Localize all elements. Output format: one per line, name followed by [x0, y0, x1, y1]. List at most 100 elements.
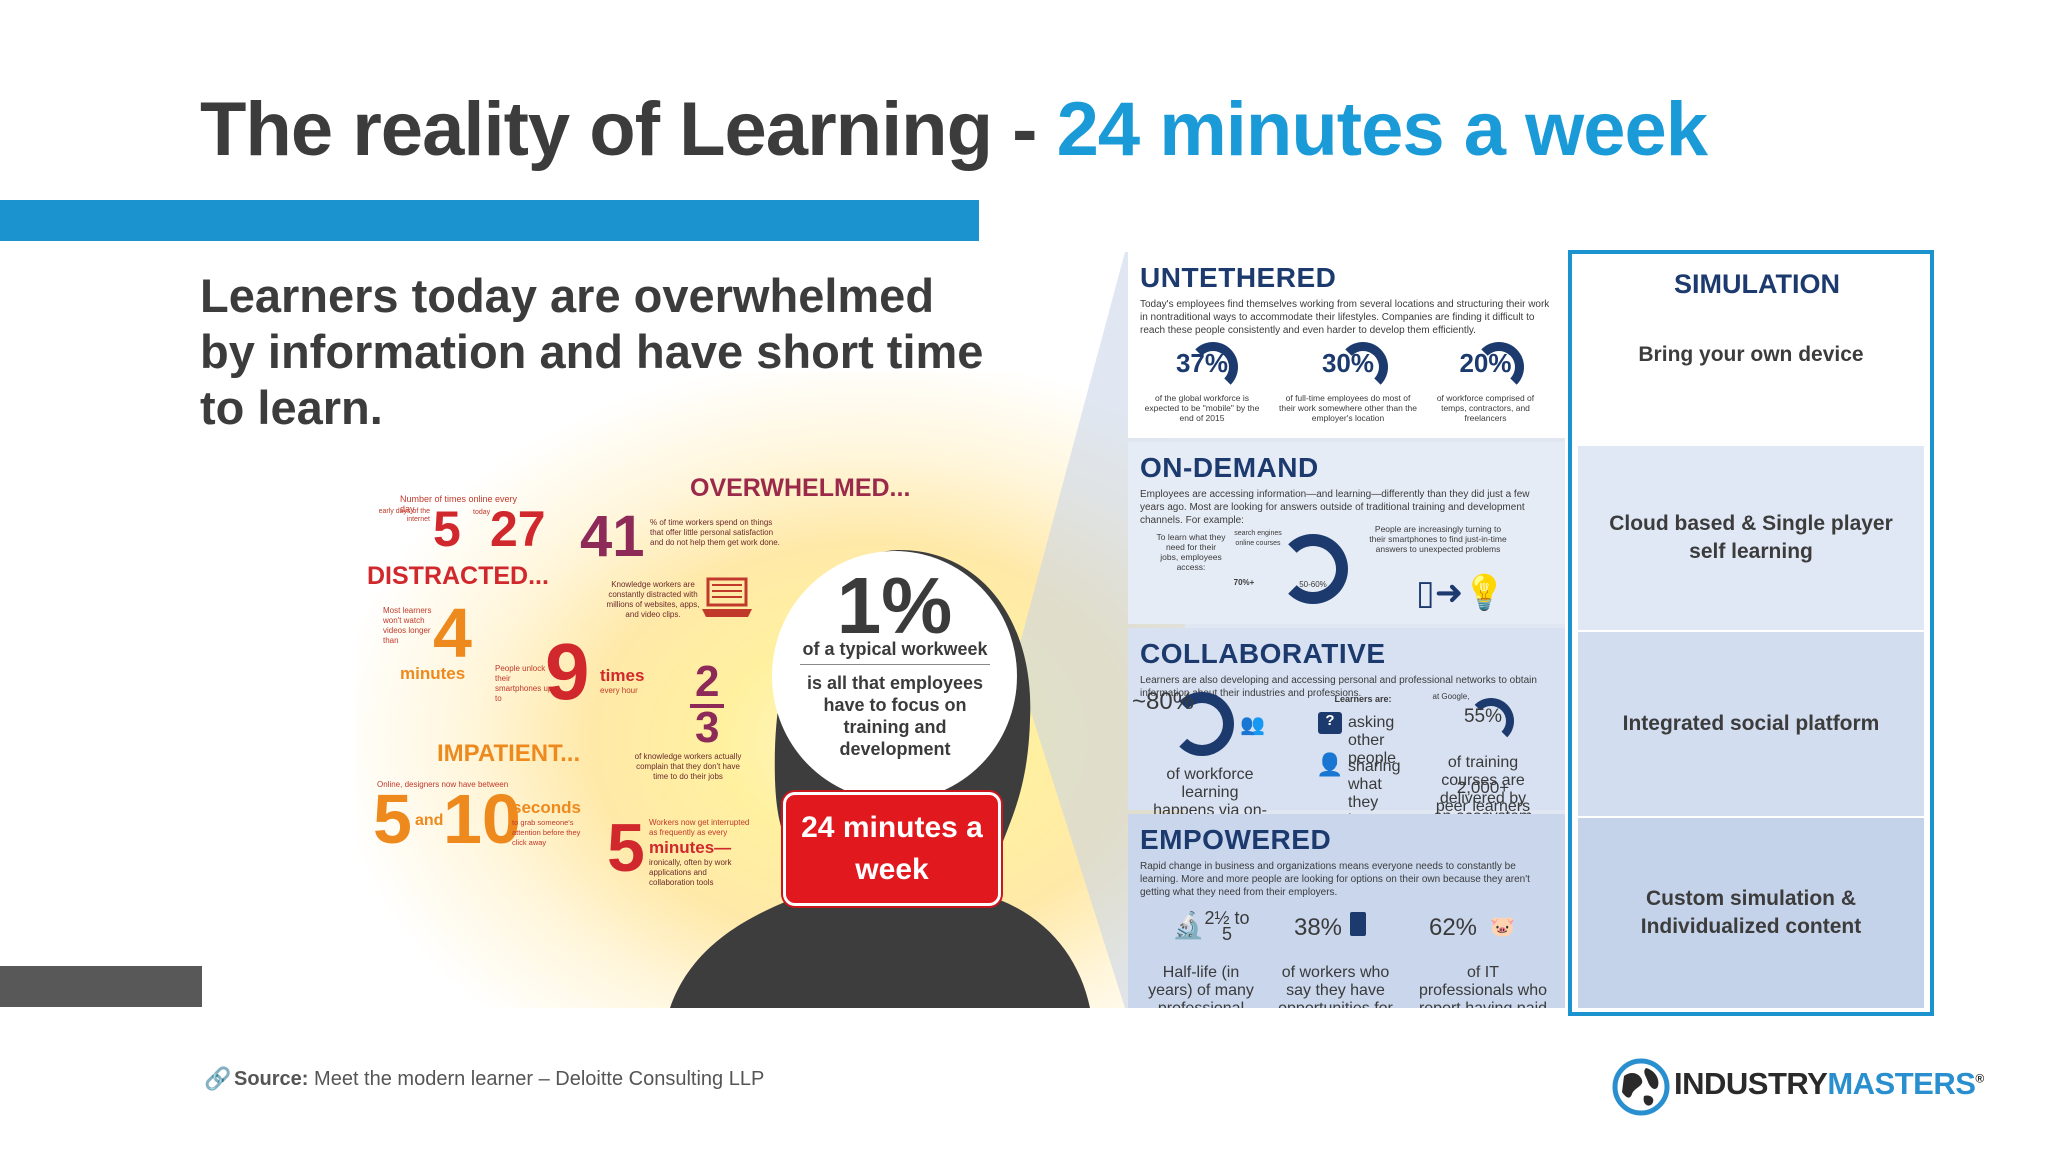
link-icon: 🔗	[204, 1066, 232, 1091]
untethered-stat-1-desc: of the global workforce is expected to b…	[1144, 393, 1260, 423]
sim-item-2: Cloud based & Single player self learnin…	[1609, 512, 1893, 563]
phone-bulb-icon: ▯➜💡	[1416, 574, 1506, 612]
simulation-header: SIMULATION	[1674, 269, 1840, 299]
peers-value: 2,000+	[1456, 778, 1510, 797]
early-value: 5	[433, 501, 461, 557]
pct-one: 1%	[836, 561, 953, 650]
sim-cell-1: SIMULATION Bring your own device	[1578, 256, 1924, 444]
top-accent-bar	[0, 200, 979, 241]
document-icon	[1350, 912, 1366, 936]
today-label: today	[473, 509, 491, 516]
untethered-ring-2	[1338, 342, 1388, 392]
microscope-icon: 🔬	[1172, 910, 1205, 940]
collaborative-panel: COLLABORATIVE Learners are also developi…	[1128, 628, 1565, 909]
ondemand-search-label: search engines	[1234, 530, 1282, 537]
title-highlight: 24 minutes a week	[1056, 87, 1708, 172]
ondemand-learn-text: To learn what they need for their jobs, …	[1156, 532, 1226, 572]
head-circle	[772, 551, 1017, 801]
unlock-unit2: every hour	[600, 686, 638, 695]
page-title: The reality of Learning - 24 minutes a w…	[200, 86, 1708, 173]
ondemand-online-label: online courses	[1235, 540, 1281, 547]
logo-masters: MASTERS	[1827, 1066, 1976, 1101]
interrupt-unit: minutes—	[649, 838, 732, 857]
empowered-stat-3-value: 62%	[1428, 914, 1478, 941]
empowered-text: Rapid change in business and organizatio…	[1140, 861, 1530, 898]
empowered-panel: EMPOWERED Rapid change in business and o…	[1128, 814, 1565, 1008]
knowledge-text: Knowledge workers are constantly distrac…	[606, 580, 700, 619]
distracted-label: DISTRACTED...	[367, 562, 549, 590]
unlock-text: People unlock their smartphones up to	[495, 664, 553, 703]
left-accent-bar	[0, 966, 202, 1007]
title-dark: The reality of Learning -	[200, 87, 1057, 172]
interrupt-text: ironically, often by work applications a…	[649, 858, 732, 887]
ondemand-phone-text: People are increasingly turning to their…	[1369, 524, 1507, 554]
ondemand-pct-a: 70%+	[1233, 578, 1255, 587]
seconds-and: and	[415, 812, 444, 829]
google-label: at Google,	[1432, 692, 1470, 701]
learners-are: Learners are:	[1334, 694, 1392, 704]
empowered-stat-2-desc: of workers who say they have opportuniti…	[1278, 964, 1393, 1008]
untethered-panel: UNTETHERED Today's employees find themse…	[1128, 252, 1565, 438]
pct-80-value: ~80%	[1132, 688, 1195, 715]
untethered-stat-3-desc: of workforce comprised of temps, contrac…	[1436, 393, 1535, 423]
empowered-stat-2-value: 38%	[1293, 914, 1343, 941]
collaborative-ring	[1170, 692, 1234, 756]
pct-55-value: 55%	[1463, 706, 1503, 727]
source-label: Source:	[234, 1068, 309, 1090]
logo-industry: INDUSTRY	[1674, 1066, 1828, 1101]
focus-text: is all that employees have to focus on t…	[806, 673, 984, 759]
stat-41: 41	[580, 504, 645, 569]
empowered-title: EMPOWERED	[1140, 824, 1332, 855]
pct55-ring	[1468, 698, 1514, 744]
untethered-title: UNTETHERED	[1140, 262, 1337, 293]
sim-cell-4: Custom simulation & Individualized conte…	[1578, 818, 1924, 1008]
laptop-icon	[702, 577, 752, 617]
ondemand-title: ON-DEMAND	[1140, 452, 1319, 483]
empowered-stat-1-value: 2½ to 5	[1204, 908, 1250, 944]
stat-41-text: % of time workers spend on things that o…	[650, 518, 780, 547]
untethered-ring-3	[1474, 342, 1524, 392]
infographic-image: Number of times online every day early d…	[355, 252, 1565, 1008]
unlock-value: 9	[545, 627, 590, 716]
designers-text: Online, designers now have between	[377, 780, 509, 789]
sharing-people-icon: 👤	[1316, 752, 1344, 777]
pct-divider	[800, 664, 990, 665]
subtitle: Learners today are overwhelmed by inform…	[200, 269, 984, 434]
watch-unit: minutes	[400, 664, 466, 683]
sim-item-3: Integrated social platform	[1622, 712, 1880, 735]
collaborative-text: Learners are also developing and accessi…	[1140, 675, 1537, 699]
seconds-text: to grab someone's attention before they …	[512, 818, 581, 847]
untethered-stat-2: 30% of full-time employees do most of th…	[1278, 340, 1418, 423]
pct-description: of a typical workweek	[802, 639, 988, 659]
ondemand-text: Employees are accessing information—and …	[1140, 489, 1530, 526]
piggy-bank-icon: 🐷	[1490, 916, 1515, 938]
collaborative-title: COLLABORATIVE	[1140, 638, 1386, 669]
sim-cell-3: Integrated social platform	[1578, 632, 1924, 816]
simulation-column: SIMULATION Bring your own device Cloud b…	[1568, 250, 1934, 1016]
impatient-label: IMPATIENT...	[437, 740, 581, 767]
asking-text: asking other people	[1348, 714, 1397, 767]
untethered-stat-2-desc: of full-time employees do most of their …	[1279, 393, 1417, 423]
source-text: Meet the modern learner – Deloitte Consu…	[314, 1068, 765, 1090]
ondemand-pct-b: 50-60%	[1299, 580, 1327, 589]
fraction-numerator: 2	[695, 657, 720, 706]
red-callout-box: 24 minutes a week	[783, 792, 1001, 906]
sim-cell-2: Cloud based & Single player self learnin…	[1578, 446, 1924, 630]
ondemand-panel: ON-DEMAND Employees are accessing inform…	[1128, 442, 1565, 624]
source-credit: Source: Meet the modern learner – Deloit…	[234, 1068, 764, 1091]
untethered-stat-3: 20% of workforce comprised of temps, con…	[1428, 340, 1543, 423]
untethered-ring-1	[1188, 342, 1238, 392]
online-title: Number of times online every day	[400, 494, 518, 514]
overwhelmed-label: OVERWHELMED...	[690, 474, 911, 502]
untethered-text: Today's employees find themselves workin…	[1140, 299, 1550, 336]
empowered-stat-1-desc: Half-life (in years) of many professiona…	[1148, 964, 1254, 1008]
peers-label: peer learners	[1435, 798, 1531, 815]
watch-value: 4	[433, 594, 472, 672]
empowered-stat-3-desc: of IT professionals who report having pa…	[1418, 964, 1548, 1008]
interrupt-pre: Workers now get interrupted as frequentl…	[649, 818, 750, 837]
today-value: 27	[490, 501, 546, 557]
seconds-unit: seconds	[512, 798, 581, 817]
seconds-a: 5	[373, 780, 412, 858]
watch-text: Most learners won't watch videos longer …	[383, 606, 432, 645]
fraction-text: of knowledge workers actually complain t…	[634, 752, 742, 781]
